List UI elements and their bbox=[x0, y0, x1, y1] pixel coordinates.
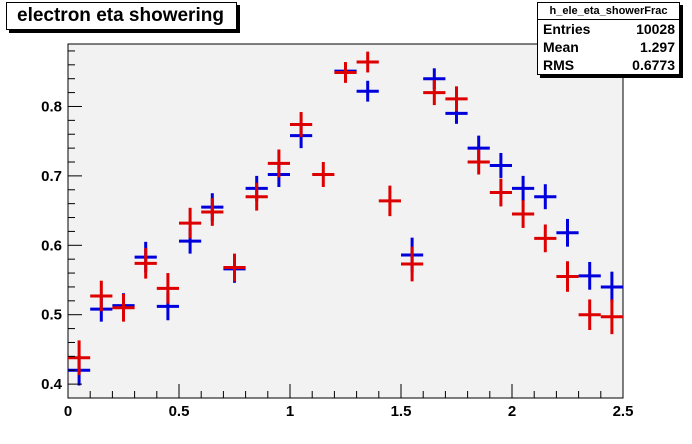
data-point bbox=[556, 218, 579, 247]
data-series-1 bbox=[68, 51, 623, 376]
data-point bbox=[356, 80, 379, 102]
data-point bbox=[556, 261, 579, 292]
data-point bbox=[578, 261, 601, 290]
data-point bbox=[489, 152, 512, 178]
data-point bbox=[512, 200, 535, 228]
x-tick-label: 0.5 bbox=[169, 403, 190, 420]
data-point bbox=[534, 224, 557, 253]
data-point bbox=[312, 162, 335, 187]
stats-histogram-name: h_ele_eta_showerFrac bbox=[538, 3, 679, 20]
data-point bbox=[134, 248, 157, 279]
x-tick-label: 2.5 bbox=[613, 403, 634, 420]
x-tick-label: 1.5 bbox=[391, 403, 412, 420]
data-point bbox=[201, 198, 224, 226]
stats-box: h_ele_eta_showerFrac Entries 10028 Mean … bbox=[537, 2, 680, 75]
stats-label: RMS bbox=[543, 57, 575, 73]
stats-value: 1.297 bbox=[639, 39, 675, 55]
y-tick-label: 0.5 bbox=[41, 307, 62, 324]
stats-label: Mean bbox=[543, 39, 579, 55]
data-point bbox=[378, 185, 401, 217]
data-point bbox=[467, 149, 490, 175]
data-point bbox=[512, 175, 535, 201]
data-point bbox=[423, 80, 446, 106]
data-point bbox=[445, 86, 468, 112]
chart-title: electron eta showering bbox=[6, 2, 237, 30]
data-point bbox=[356, 51, 379, 73]
y-tick-label: 0.6 bbox=[41, 237, 62, 254]
stats-value: 0.6773 bbox=[632, 57, 675, 73]
data-point bbox=[68, 340, 91, 376]
stats-row-mean: Mean 1.297 bbox=[538, 38, 679, 56]
data-point bbox=[267, 149, 290, 178]
data-point bbox=[600, 271, 623, 303]
data-point bbox=[112, 293, 135, 322]
data-point bbox=[534, 184, 557, 210]
data-point bbox=[401, 246, 424, 282]
data-point bbox=[179, 207, 202, 239]
data-point bbox=[245, 182, 268, 211]
y-tick-label: 0.7 bbox=[41, 168, 62, 185]
stats-value: 10028 bbox=[636, 21, 675, 37]
stats-row-entries: Entries 10028 bbox=[538, 20, 679, 38]
y-tick-label: 0.8 bbox=[41, 98, 62, 115]
data-point bbox=[290, 112, 313, 138]
series-layer bbox=[68, 51, 623, 386]
stats-label: Entries bbox=[543, 21, 591, 37]
stats-row-rms: RMS 0.6773 bbox=[538, 56, 679, 74]
data-point bbox=[600, 299, 623, 335]
y-tick-label: 0.4 bbox=[41, 376, 63, 393]
data-point bbox=[156, 273, 179, 304]
x-tick-label: 2 bbox=[508, 403, 516, 420]
x-tick-label: 1 bbox=[286, 403, 294, 420]
x-tick-label: 0 bbox=[64, 403, 72, 420]
data-point bbox=[334, 62, 357, 83]
axis-layer: 0.4 0.5 0.6 0.7 0.8 0 0.5 1 1.5 2 2.5 bbox=[41, 50, 634, 420]
data-point bbox=[489, 178, 512, 207]
data-point bbox=[223, 253, 246, 282]
data-point bbox=[578, 299, 601, 330]
plot-frame bbox=[67, 43, 624, 399]
data-point bbox=[90, 280, 113, 312]
